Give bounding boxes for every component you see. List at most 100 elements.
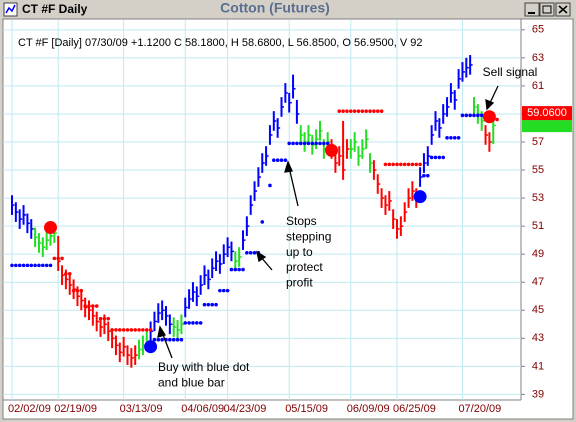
stop-dot: [345, 109, 349, 113]
last-price-label: 59.0600: [527, 107, 567, 119]
x-tick-label: 05/15/09: [285, 403, 328, 415]
stop-dot: [464, 113, 469, 118]
close-glyph: [558, 5, 568, 14]
stop-dot: [225, 288, 230, 293]
y-tick-label: 47: [532, 276, 544, 288]
stop-dot: [391, 162, 395, 167]
stop-dot: [214, 302, 218, 307]
stop-dot: [156, 337, 161, 342]
x-tick-label: 02/19/09: [54, 403, 97, 415]
arrow: [161, 331, 173, 359]
stop-dot: [102, 316, 107, 321]
stop-dot: [452, 135, 457, 140]
stop-dot: [83, 304, 87, 308]
stop-dot: [291, 141, 295, 146]
stop-dot: [133, 328, 137, 332]
stop-dot: [468, 113, 472, 118]
stop-dot: [56, 256, 60, 261]
stop-dot: [114, 328, 118, 332]
stop-dot: [206, 302, 211, 307]
stop-dot: [429, 155, 434, 160]
x-tick-label: 07/20/09: [458, 403, 501, 415]
stop-dot: [129, 328, 134, 332]
stop-dot: [495, 117, 499, 122]
stop-dot: [422, 173, 426, 178]
last-price-marker: [522, 106, 572, 121]
window-icon-glyph: [5, 4, 16, 14]
stop-dot: [426, 173, 430, 178]
signal-dot: [144, 340, 158, 354]
signal-dot: [44, 221, 57, 235]
stop-dot: [87, 304, 91, 308]
y-tick-label: 65: [532, 24, 544, 36]
y-tick-label: 51: [532, 220, 544, 232]
stop-dot: [10, 263, 14, 268]
stop-dot: [52, 256, 57, 261]
stop-dot: [152, 337, 157, 342]
window-title: CT #F Daily: [22, 2, 88, 16]
stop-dot: [94, 304, 99, 308]
stop-dot: [372, 109, 376, 113]
minimize-button[interactable]: [524, 2, 540, 17]
y-tick-label: 55: [532, 164, 544, 176]
stop-dot: [29, 263, 34, 268]
stop-dot: [402, 162, 407, 167]
stop-dot: [79, 288, 84, 293]
stop-dot: [241, 267, 245, 272]
stop-dot: [17, 263, 22, 268]
stop-dot: [410, 162, 415, 167]
stop-dot: [106, 316, 111, 321]
stop-dot: [60, 256, 64, 261]
stop-dot: [91, 304, 95, 308]
stop-dot: [283, 158, 288, 163]
stop-dot: [183, 321, 188, 325]
stop-dot: [399, 162, 403, 167]
stop-dot: [98, 316, 103, 321]
arrows: [157, 85, 499, 359]
stop-dot: [479, 113, 484, 118]
stop-dot: [14, 263, 18, 268]
y-tick-label: 61: [532, 80, 544, 92]
y-tick-label: 39: [532, 388, 544, 400]
y-tick-label: 49: [532, 248, 544, 260]
stop-dot: [360, 109, 365, 113]
stop-dot: [233, 267, 238, 272]
signal-dot: [482, 110, 496, 124]
stop-dot: [325, 141, 330, 146]
annotation: protect: [286, 260, 323, 274]
y-tick-label: 41: [532, 360, 544, 372]
price-marker-under: [522, 120, 572, 133]
stop-dot: [198, 321, 203, 325]
stop-dot: [33, 263, 37, 268]
y-tick-label: 45: [532, 304, 544, 316]
stop-dot: [314, 141, 318, 146]
stop-dot: [229, 267, 234, 272]
chart-title: Cotton (Futures): [220, 0, 330, 16]
x-tick-label: 06/25/09: [393, 403, 436, 415]
stop-dot: [221, 288, 226, 293]
stop-dot: [406, 162, 411, 167]
annotation: stepping: [286, 229, 331, 243]
stop-dot: [75, 288, 80, 293]
stop-dot: [460, 113, 465, 118]
stop-dot: [352, 109, 357, 113]
stop-dot: [25, 263, 30, 268]
stop-dot: [472, 113, 476, 118]
maximize-button[interactable]: [539, 2, 555, 17]
annotation: profit: [286, 275, 313, 289]
stop-dot: [383, 162, 388, 167]
stop-dot: [252, 250, 257, 255]
stop-dot: [110, 328, 114, 332]
y-tick-label: 53: [532, 192, 544, 204]
stop-dot: [144, 328, 149, 332]
annotation: Sell signal: [483, 65, 538, 79]
stop-dot: [67, 272, 72, 276]
annotation: Stops: [286, 214, 317, 228]
stop-dot: [44, 263, 49, 268]
stop-dot: [337, 109, 342, 113]
stop-dot: [395, 162, 399, 167]
stop-dot: [295, 141, 299, 146]
stop-dot: [441, 155, 446, 160]
signal-dot: [325, 143, 339, 157]
stop-dot: [414, 162, 419, 167]
